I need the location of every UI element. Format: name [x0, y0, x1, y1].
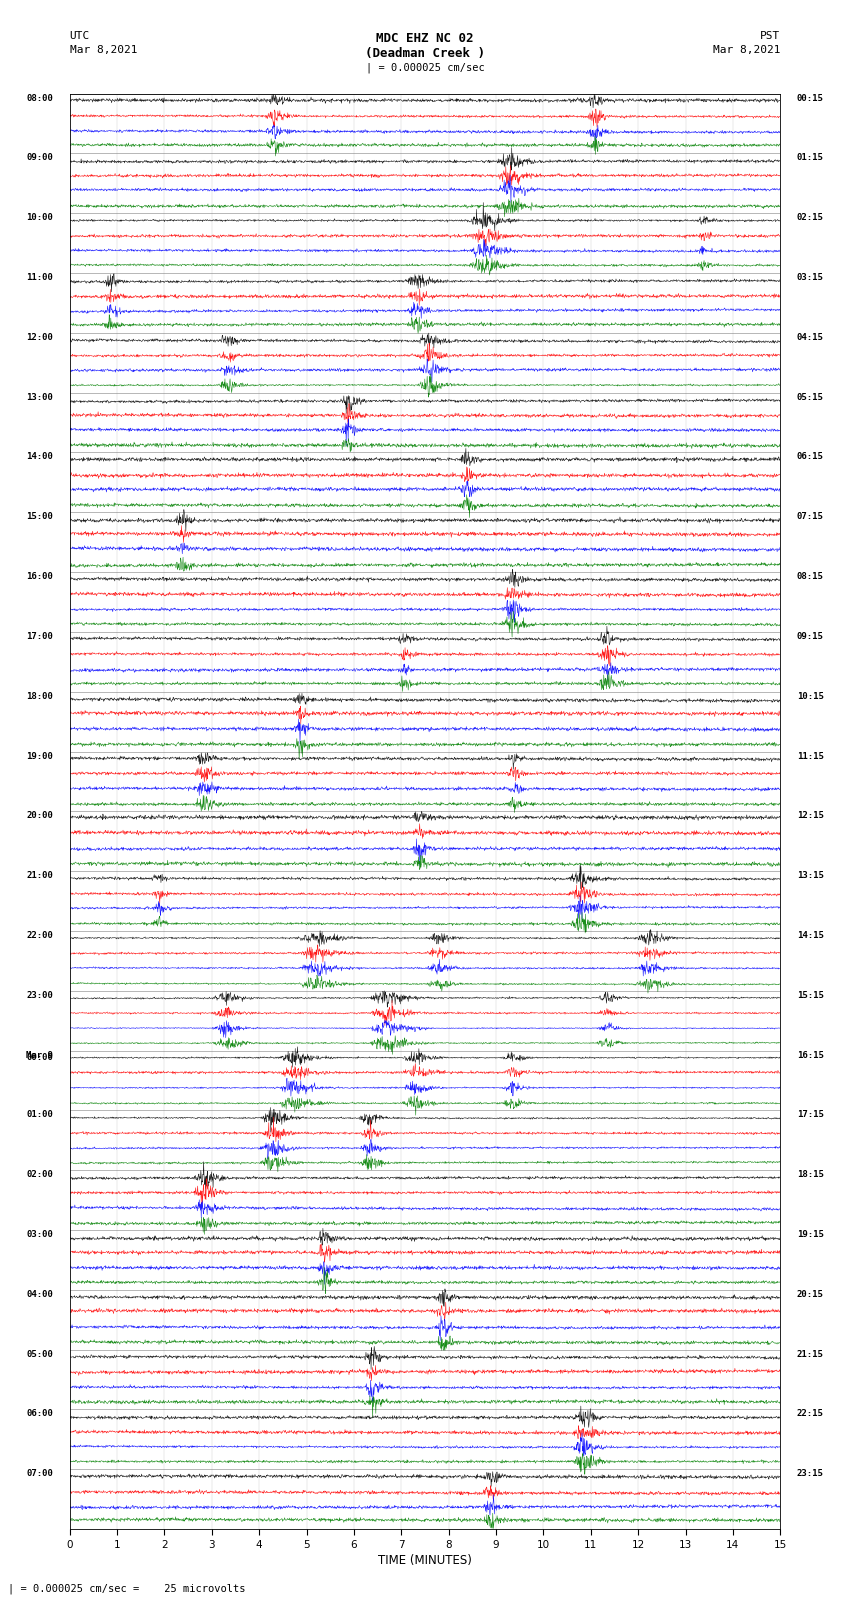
Text: 18:00: 18:00 — [26, 692, 53, 700]
Text: 13:15: 13:15 — [797, 871, 824, 881]
Text: 16:00: 16:00 — [26, 573, 53, 581]
Text: 12:00: 12:00 — [26, 332, 53, 342]
Text: 12:15: 12:15 — [797, 811, 824, 821]
Text: UTC: UTC — [70, 31, 90, 40]
Text: 02:00: 02:00 — [26, 1171, 53, 1179]
Text: 14:15: 14:15 — [797, 931, 824, 940]
Text: 16:15: 16:15 — [797, 1050, 824, 1060]
Text: 13:00: 13:00 — [26, 392, 53, 402]
Text: 23:00: 23:00 — [26, 990, 53, 1000]
Text: 19:00: 19:00 — [26, 752, 53, 760]
Text: 03:15: 03:15 — [797, 273, 824, 282]
Text: 11:15: 11:15 — [797, 752, 824, 760]
Text: 04:15: 04:15 — [797, 332, 824, 342]
Text: | = 0.000025 cm/sec =    25 microvolts: | = 0.000025 cm/sec = 25 microvolts — [8, 1582, 246, 1594]
Text: 23:15: 23:15 — [797, 1469, 824, 1478]
Text: (Deadman Creek ): (Deadman Creek ) — [365, 47, 485, 60]
Text: 19:15: 19:15 — [797, 1231, 824, 1239]
X-axis label: TIME (MINUTES): TIME (MINUTES) — [378, 1553, 472, 1566]
Text: 17:00: 17:00 — [26, 632, 53, 640]
Text: 11:00: 11:00 — [26, 273, 53, 282]
Text: 09:00: 09:00 — [26, 153, 53, 163]
Text: 01:00: 01:00 — [26, 1110, 53, 1119]
Text: Mar 8,2021: Mar 8,2021 — [70, 45, 137, 55]
Text: 09:15: 09:15 — [797, 632, 824, 640]
Text: 21:15: 21:15 — [797, 1350, 824, 1358]
Text: 22:00: 22:00 — [26, 931, 53, 940]
Text: 22:15: 22:15 — [797, 1410, 824, 1418]
Text: | = 0.000025 cm/sec: | = 0.000025 cm/sec — [366, 63, 484, 74]
Text: 03:00: 03:00 — [26, 1231, 53, 1239]
Text: 02:15: 02:15 — [797, 213, 824, 223]
Text: 00:15: 00:15 — [797, 94, 824, 103]
Text: Mar 8,2021: Mar 8,2021 — [713, 45, 780, 55]
Text: 17:15: 17:15 — [797, 1110, 824, 1119]
Text: 08:15: 08:15 — [797, 573, 824, 581]
Text: Mar 9: Mar 9 — [26, 1050, 53, 1060]
Text: 07:00: 07:00 — [26, 1469, 53, 1478]
Text: 08:00: 08:00 — [26, 94, 53, 103]
Text: MDC EHZ NC 02: MDC EHZ NC 02 — [377, 32, 473, 45]
Text: 00:00: 00:00 — [26, 1053, 53, 1061]
Text: 20:15: 20:15 — [797, 1290, 824, 1298]
Text: 15:15: 15:15 — [797, 990, 824, 1000]
Text: 20:00: 20:00 — [26, 811, 53, 821]
Text: 06:15: 06:15 — [797, 453, 824, 461]
Text: 01:15: 01:15 — [797, 153, 824, 163]
Text: 18:15: 18:15 — [797, 1171, 824, 1179]
Text: 07:15: 07:15 — [797, 513, 824, 521]
Text: 10:00: 10:00 — [26, 213, 53, 223]
Text: 15:00: 15:00 — [26, 513, 53, 521]
Text: 05:15: 05:15 — [797, 392, 824, 402]
Text: 10:15: 10:15 — [797, 692, 824, 700]
Text: 14:00: 14:00 — [26, 453, 53, 461]
Text: 05:00: 05:00 — [26, 1350, 53, 1358]
Text: 06:00: 06:00 — [26, 1410, 53, 1418]
Text: PST: PST — [760, 31, 780, 40]
Text: 04:00: 04:00 — [26, 1290, 53, 1298]
Text: 21:00: 21:00 — [26, 871, 53, 881]
